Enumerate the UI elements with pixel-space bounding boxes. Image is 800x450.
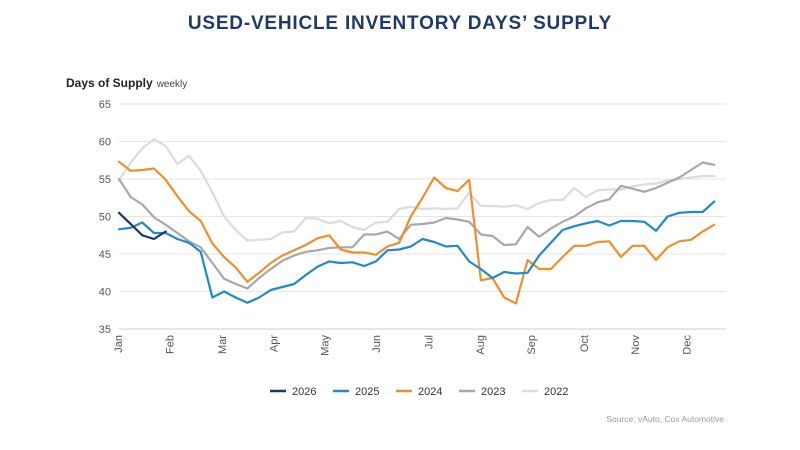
series-line-2023: [117, 161, 716, 290]
legend-label-2025: 2025: [355, 386, 379, 398]
y-tick-labels: 35 40 45 50 55 60 65: [99, 99, 111, 336]
y-axis-label-text: Days of Supply: [66, 76, 153, 90]
x-tick-aug: Aug: [475, 335, 487, 355]
x-tick-jun: Jun: [371, 335, 383, 353]
series-lines: [117, 138, 716, 305]
x-tick-labels: Jan Feb Mar Apr May Jun Jul Aug Sep Oct Nov Dec: [113, 335, 693, 356]
series-line-2026: [117, 211, 167, 241]
y-tick-45: 45: [99, 249, 111, 261]
legend-label-2024: 2024: [418, 386, 442, 398]
y-tick-65: 65: [99, 99, 111, 111]
y-tick-35: 35: [99, 324, 111, 336]
x-tick-jul: Jul: [424, 335, 436, 349]
y-tick-60: 60: [99, 137, 111, 149]
x-tick-apr: Apr: [268, 335, 280, 352]
y-tick-55: 55: [99, 174, 111, 186]
x-tick-mar: Mar: [217, 335, 229, 354]
y-axis-label: Days of Supply weekly: [66, 76, 187, 90]
y-tick-40: 40: [99, 287, 111, 299]
grid-lines: [119, 103, 726, 330]
series-line-2024: [117, 160, 716, 305]
y-tick-50: 50: [99, 212, 111, 224]
x-tick-may: May: [320, 335, 332, 356]
source-note: Source: vAuto, Cox Automotive: [606, 414, 724, 424]
x-tick-feb: Feb: [164, 335, 176, 354]
x-tick-sep: Sep: [526, 335, 538, 355]
chart-title: USED-VEHICLE INVENTORY DAYS’ SUPPLY: [187, 13, 613, 34]
legend-label-2023: 2023: [481, 386, 505, 398]
x-tick-dec: Dec: [681, 335, 693, 355]
x-tick-nov: Nov: [630, 335, 642, 355]
x-tick-oct: Oct: [579, 335, 591, 352]
legend: 2026 2025 2024 2023 2022: [270, 386, 568, 398]
x-tick-jan: Jan: [113, 335, 125, 353]
y-axis-label-note: weekly: [156, 79, 188, 90]
legend-label-2022: 2022: [544, 386, 568, 398]
series-line-2025: [117, 200, 716, 304]
legend-label-2026: 2026: [292, 386, 316, 398]
